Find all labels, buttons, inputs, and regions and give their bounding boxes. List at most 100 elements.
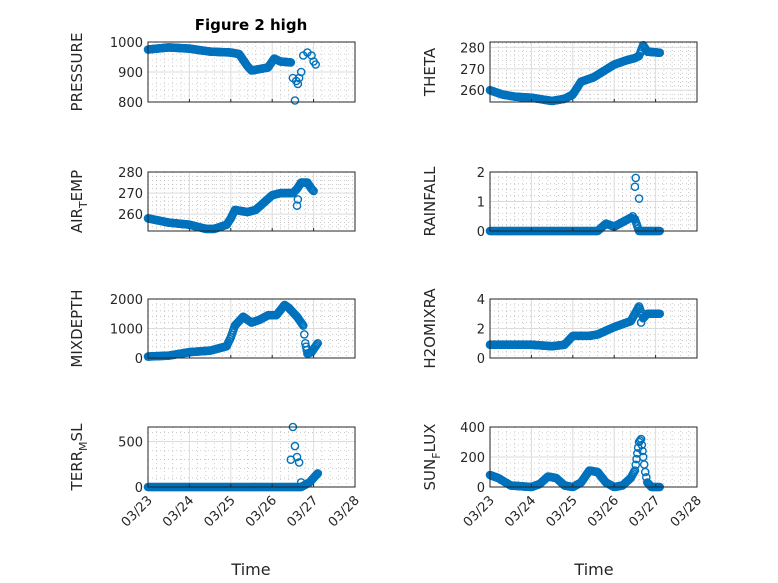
data-point bbox=[310, 471, 320, 481]
x-axis-label-left: Time bbox=[230, 560, 270, 579]
data-point bbox=[298, 319, 307, 329]
axes-box bbox=[147, 171, 356, 232]
data-point bbox=[296, 478, 306, 487]
data-point bbox=[631, 460, 641, 470]
data-point bbox=[312, 469, 322, 479]
subplot-sunflux: 0 200 400 SUNFLUX 03/23 03/24 03/25 03/26 03/27 0… bbox=[421, 421, 705, 530]
axes-box bbox=[489, 171, 698, 232]
y-axis-label-part: T bbox=[77, 201, 90, 209]
y-tick-label: 500 bbox=[118, 436, 143, 451]
data-point bbox=[312, 340, 322, 349]
y-axis-label: RAINFALL bbox=[421, 166, 439, 237]
y-tick-label: 0 bbox=[477, 481, 485, 496]
y-tick-label: 0 bbox=[135, 352, 143, 367]
data-point bbox=[655, 48, 665, 58]
axes-box bbox=[147, 41, 356, 103]
x-tick-label: 03/25 bbox=[202, 493, 239, 530]
plot-area bbox=[148, 427, 355, 487]
data-point bbox=[631, 173, 641, 183]
data-point bbox=[290, 441, 300, 451]
x-tick-label: 03/23 bbox=[119, 493, 156, 530]
data-point bbox=[630, 466, 640, 475]
x-tick-label: 03/27 bbox=[284, 493, 321, 530]
figure-title: Figure 2 high bbox=[195, 16, 308, 34]
data-point bbox=[296, 67, 306, 77]
y-axis-label-part: AIR bbox=[68, 208, 86, 233]
y-axis-label-part: THETA bbox=[421, 47, 439, 97]
y-axis-label: THETA bbox=[421, 47, 439, 97]
data-point bbox=[628, 211, 638, 221]
subplot-airtemp: 260 270 280 AIRTEMP bbox=[68, 166, 356, 234]
y-tick-label: 1 bbox=[477, 196, 485, 211]
data-point bbox=[308, 185, 317, 195]
y-tick-label: 260 bbox=[118, 208, 143, 223]
data-point bbox=[294, 458, 304, 467]
data-point bbox=[313, 338, 323, 348]
y-tick-label: 0 bbox=[135, 481, 143, 496]
x-tick-label: 03/26 bbox=[243, 493, 280, 530]
x-tick-label: 03/28 bbox=[668, 493, 705, 530]
y-axis-label: TERRMSL bbox=[68, 423, 90, 492]
y-tick-label: 900 bbox=[118, 66, 143, 81]
y-axis-label: AIRTEMP bbox=[68, 170, 90, 233]
y-axis-label-part: EMP bbox=[68, 170, 86, 201]
data-point bbox=[292, 201, 302, 211]
data-point bbox=[293, 79, 303, 89]
data-point bbox=[640, 467, 650, 477]
data-point bbox=[311, 60, 320, 69]
x-axis-label-right: Time bbox=[573, 560, 613, 579]
data-point bbox=[307, 184, 316, 194]
y-axis-label-part: LUX bbox=[421, 424, 439, 453]
y-tick-label: 4 bbox=[477, 293, 485, 308]
y-tick-label: 0 bbox=[477, 225, 485, 240]
y-tick-label: 280 bbox=[118, 166, 143, 181]
subplot-mixdepth: 0 1000 2000 MIXDEPTH bbox=[68, 289, 356, 368]
data-point bbox=[636, 318, 646, 327]
x-tick-label: 03/24 bbox=[160, 493, 197, 530]
y-tick-label: 400 bbox=[460, 421, 485, 436]
y-axis-label: PRESSURE bbox=[68, 33, 86, 112]
y-axis-label-part: RAINFALL bbox=[421, 166, 439, 237]
y-axis-label-part: SL bbox=[68, 423, 86, 442]
y-tick-label: 1000 bbox=[110, 36, 143, 51]
y-axis-label-part: M bbox=[77, 441, 90, 451]
y-axis-label-part: MIXDEPTH bbox=[68, 289, 86, 367]
y-axis-label: SUNFLUX bbox=[421, 424, 443, 491]
y-tick-label: 260 bbox=[460, 84, 485, 99]
data-point bbox=[290, 96, 300, 105]
axes-box bbox=[489, 41, 698, 103]
y-tick-label: 280 bbox=[460, 41, 485, 56]
data-point bbox=[634, 194, 644, 203]
y-tick-label: 200 bbox=[460, 451, 485, 466]
axes-box bbox=[489, 426, 698, 488]
x-tick-label: 03/24 bbox=[502, 493, 539, 530]
y-axis-label-part: PRESSURE bbox=[68, 33, 86, 112]
x-tick-label: 03/27 bbox=[626, 493, 663, 530]
y-axis-label: MIXDEPTH bbox=[68, 289, 86, 367]
y-tick-label: 800 bbox=[118, 96, 143, 111]
data-point bbox=[635, 436, 645, 445]
data-point bbox=[293, 195, 303, 204]
data-point bbox=[636, 434, 646, 444]
data-point bbox=[638, 446, 647, 456]
axes-box bbox=[147, 426, 356, 488]
subplot-rainfall: 0 1 2 RAINFALL bbox=[421, 166, 698, 240]
y-axis-label-part: TERR bbox=[68, 451, 86, 492]
subplot-terrmsl: 0 500 TERRMSL 03/23 03/24 03/25 03/26 03/27 03/2… bbox=[68, 422, 363, 530]
data-point bbox=[637, 440, 647, 450]
y-tick-label: 1000 bbox=[110, 323, 143, 338]
axes-box bbox=[489, 298, 698, 359]
data-point bbox=[309, 186, 318, 196]
data-point bbox=[630, 182, 640, 192]
x-tick-label: 03/28 bbox=[326, 493, 363, 530]
x-tick-label: 03/25 bbox=[544, 493, 581, 530]
y-axis-label-part: H2OMIXRA bbox=[421, 288, 439, 369]
data-point bbox=[299, 330, 309, 339]
y-tick-label: 0 bbox=[477, 352, 485, 367]
axes-box bbox=[147, 298, 356, 359]
data-point bbox=[292, 452, 302, 462]
y-tick-label: 2 bbox=[477, 166, 485, 181]
y-tick-label: 270 bbox=[118, 187, 143, 202]
y-tick-label: 2000 bbox=[110, 293, 143, 308]
